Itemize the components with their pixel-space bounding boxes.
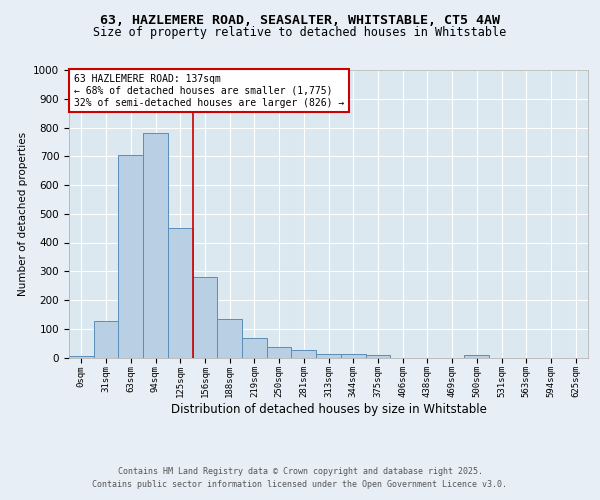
Text: 63, HAZLEMERE ROAD, SEASALTER, WHITSTABLE, CT5 4AW: 63, HAZLEMERE ROAD, SEASALTER, WHITSTABL… <box>100 14 500 27</box>
Bar <box>267 346 292 358</box>
Bar <box>464 355 489 358</box>
Y-axis label: Number of detached properties: Number of detached properties <box>17 132 28 296</box>
Bar <box>143 134 168 358</box>
Bar <box>118 156 143 358</box>
Text: 63 HAZLEMERE ROAD: 137sqm
← 68% of detached houses are smaller (1,775)
32% of se: 63 HAZLEMERE ROAD: 137sqm ← 68% of detac… <box>74 74 344 108</box>
X-axis label: Distribution of detached houses by size in Whitstable: Distribution of detached houses by size … <box>170 403 487 416</box>
Bar <box>69 356 94 358</box>
Bar <box>292 350 316 358</box>
Bar <box>365 354 390 358</box>
Bar <box>193 277 217 357</box>
Bar <box>168 228 193 358</box>
Text: Size of property relative to detached houses in Whitstable: Size of property relative to detached ho… <box>94 26 506 39</box>
Text: Contains HM Land Registry data © Crown copyright and database right 2025.: Contains HM Land Registry data © Crown c… <box>118 467 482 476</box>
Bar <box>341 354 365 358</box>
Text: Contains public sector information licensed under the Open Government Licence v3: Contains public sector information licen… <box>92 480 508 489</box>
Bar <box>217 320 242 358</box>
Bar <box>94 320 118 358</box>
Bar <box>242 338 267 357</box>
Bar <box>316 354 341 358</box>
